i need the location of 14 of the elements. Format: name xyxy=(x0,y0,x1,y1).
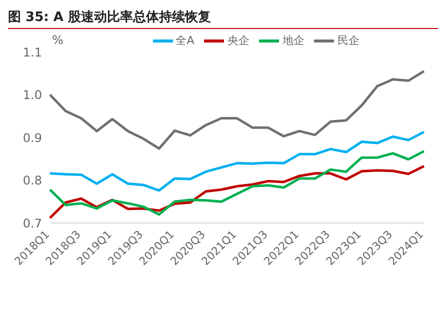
line-series xyxy=(48,130,426,192)
y-tick-label: 1.0 xyxy=(22,88,42,102)
y-tick-label: 0.7 xyxy=(22,216,42,230)
legend-label: 地企 xyxy=(282,33,304,48)
legend-label: 民企 xyxy=(337,33,360,48)
y-tick-label: 1.1 xyxy=(22,45,42,60)
y-tick-label: 0.8 xyxy=(22,174,42,188)
chart-title: 图 35: A 股速动比率总体持续恢复 xyxy=(8,8,438,29)
legend-label: 央企 xyxy=(227,33,250,48)
legend-label: 全A xyxy=(176,33,194,48)
line-series xyxy=(48,150,426,216)
y-axis-title: % xyxy=(52,33,64,47)
y-tick-label: 0.9 xyxy=(22,130,42,145)
line-series xyxy=(48,70,426,150)
